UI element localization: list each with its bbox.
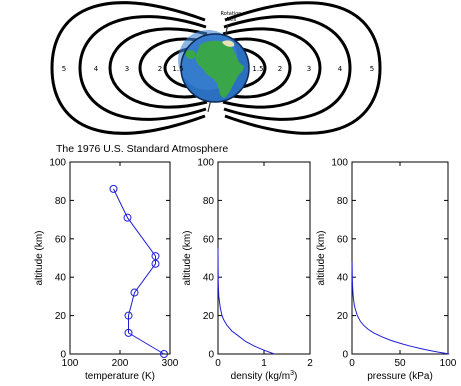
shell-label: 4	[338, 65, 343, 73]
data-point	[123, 213, 132, 222]
y-tick-label: 80	[55, 196, 67, 207]
x-axis-label: temperature (K)	[85, 371, 155, 382]
x-tick-label: 0	[349, 358, 355, 369]
dipole-field-diagram: Rotation Axis 1.5 2 3 4 5 1.5 2 3 4 5	[50, 1, 382, 135]
shell-label: 2	[158, 65, 162, 73]
shell-label: 5	[62, 65, 66, 73]
y-tick-label: 60	[337, 234, 349, 245]
y-tick-label: 100	[49, 158, 66, 169]
field-line-right-2	[221, 37, 292, 99]
shell-label: 4	[94, 65, 99, 73]
x-tick-label: 200	[112, 358, 129, 369]
y-tick-label: 80	[203, 196, 215, 207]
x-tick-label: 50	[394, 358, 406, 369]
shell-label: 1.5	[172, 65, 183, 73]
y-tick-label: 20	[55, 311, 67, 322]
y-axis-label: altitude (km)	[34, 230, 45, 285]
data-point	[124, 328, 133, 337]
axes-frame	[351, 161, 449, 355]
y-axis-label: altitude (km)	[316, 230, 327, 285]
y-tick-label: 40	[55, 273, 67, 284]
series-line	[217, 248, 275, 355]
density-chart: 0 20 40 60 80 100 0 1 2 density (kg/m3) altitude (…	[182, 158, 313, 383]
data-point	[130, 288, 139, 297]
y-tick-label: 100	[331, 158, 348, 169]
y-tick-label: 20	[203, 311, 215, 322]
shell-label: 3	[307, 65, 311, 73]
shell-label: 2	[278, 65, 282, 73]
y-tick-label: 40	[203, 273, 215, 284]
field-line-left-5	[50, 1, 206, 135]
temperature-chart: 0 20 40 60 80 100 100 200 300 temperature (K) alti…	[34, 158, 179, 383]
x-tick-label: 0	[215, 358, 221, 369]
left-field-lines	[50, 1, 210, 135]
shell-label: 3	[125, 65, 129, 73]
pressure-chart: 0 20 40 60 80 100 0 50 100 pressure (kPa) altitude…	[316, 158, 457, 383]
x-tick-label: 2	[307, 358, 313, 369]
y-tick-label: 60	[55, 234, 67, 245]
data-point	[160, 350, 168, 358]
x-tick-label: 1	[261, 358, 267, 369]
y-axis-label: altitude (km)	[182, 230, 193, 285]
y-tick-label: 40	[337, 273, 349, 284]
y-tick-label: 0	[208, 350, 214, 361]
shell-label: 5	[370, 65, 374, 73]
field-line-right-5	[224, 1, 382, 135]
field-line-left-2	[138, 37, 209, 99]
x-axis-label: pressure (kPa)	[367, 371, 433, 382]
field-line-left-3	[108, 27, 208, 109]
field-line-left-4	[78, 15, 207, 121]
rotation-axis-label: Axis	[226, 17, 237, 23]
y-tick-label: 0	[60, 350, 66, 361]
x-tick-label: 300	[162, 358, 179, 369]
field-line-right-4	[223, 15, 352, 121]
x-axis-label: density (kg/m3)	[231, 370, 298, 382]
rotation-axis-label: Rotation	[221, 11, 242, 17]
series-line	[351, 261, 450, 355]
figure-title: The 1976 U.S. Standard Atmosphere	[56, 143, 228, 155]
y-tick-label: 80	[337, 196, 349, 207]
shell-label: 1.5	[252, 65, 263, 73]
data-point	[109, 184, 118, 193]
earth-globe-icon	[178, 30, 250, 103]
axes-frame	[217, 161, 311, 355]
data-point	[151, 252, 160, 261]
x-tick-label: 100	[62, 358, 79, 369]
series-line	[113, 188, 165, 355]
y-tick-label: 100	[197, 158, 214, 169]
y-tick-label: 20	[337, 311, 349, 322]
data-point	[151, 259, 160, 268]
y-tick-label: 0	[342, 350, 348, 361]
data-point	[124, 311, 133, 320]
field-line-right-3	[222, 27, 322, 109]
x-tick-label: 100	[440, 358, 457, 369]
y-tick-label: 60	[203, 234, 215, 245]
